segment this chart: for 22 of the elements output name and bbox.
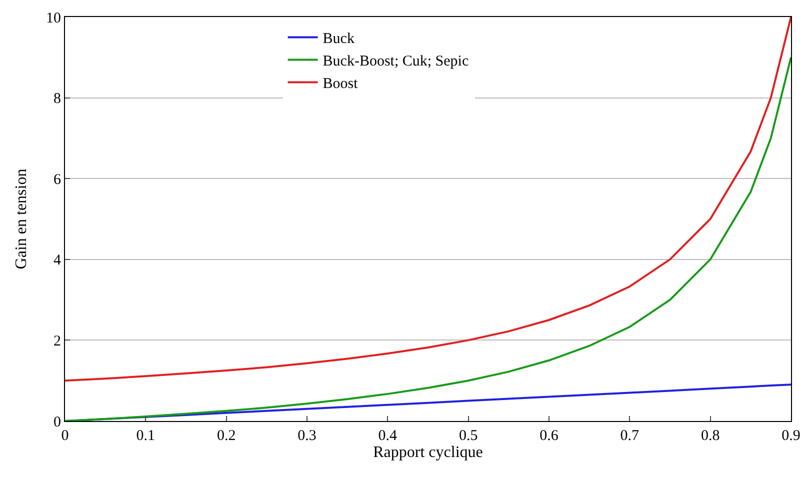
y-tick-label: 6 bbox=[54, 172, 62, 188]
x-tick-label: 0.8 bbox=[700, 428, 720, 444]
y-tick-label: 2 bbox=[54, 333, 61, 350]
x-tick-label: 0.6 bbox=[540, 428, 559, 444]
y-axis-title: Gain en tension bbox=[12, 168, 30, 270]
x-tick-label: 0.2 bbox=[216, 428, 236, 444]
x-tick-label: 0.1 bbox=[136, 428, 156, 444]
line-series bbox=[65, 17, 791, 382]
x-tick-label: 0.3 bbox=[298, 428, 316, 444]
legend-label: Boost bbox=[322, 76, 359, 92]
y-tick-label: 0 bbox=[54, 414, 61, 430]
x-tick-label: 0.7 bbox=[620, 428, 640, 444]
line-series bbox=[65, 56, 791, 421]
x-axis-title: Rapport cyclique bbox=[373, 444, 483, 461]
y-tick-label: 4 bbox=[54, 252, 62, 269]
x-tick-label: 0.4 bbox=[378, 428, 398, 444]
x-tick-label: 0.9 bbox=[782, 428, 800, 444]
x-tick-label: 0.5 bbox=[458, 428, 478, 444]
y-tick-label: 8 bbox=[54, 91, 61, 108]
y-tick-label: 10 bbox=[46, 10, 61, 26]
legend-label: Buck-Boost; Cuk; Sepic bbox=[322, 54, 469, 70]
legend-label: Buck bbox=[322, 31, 355, 48]
